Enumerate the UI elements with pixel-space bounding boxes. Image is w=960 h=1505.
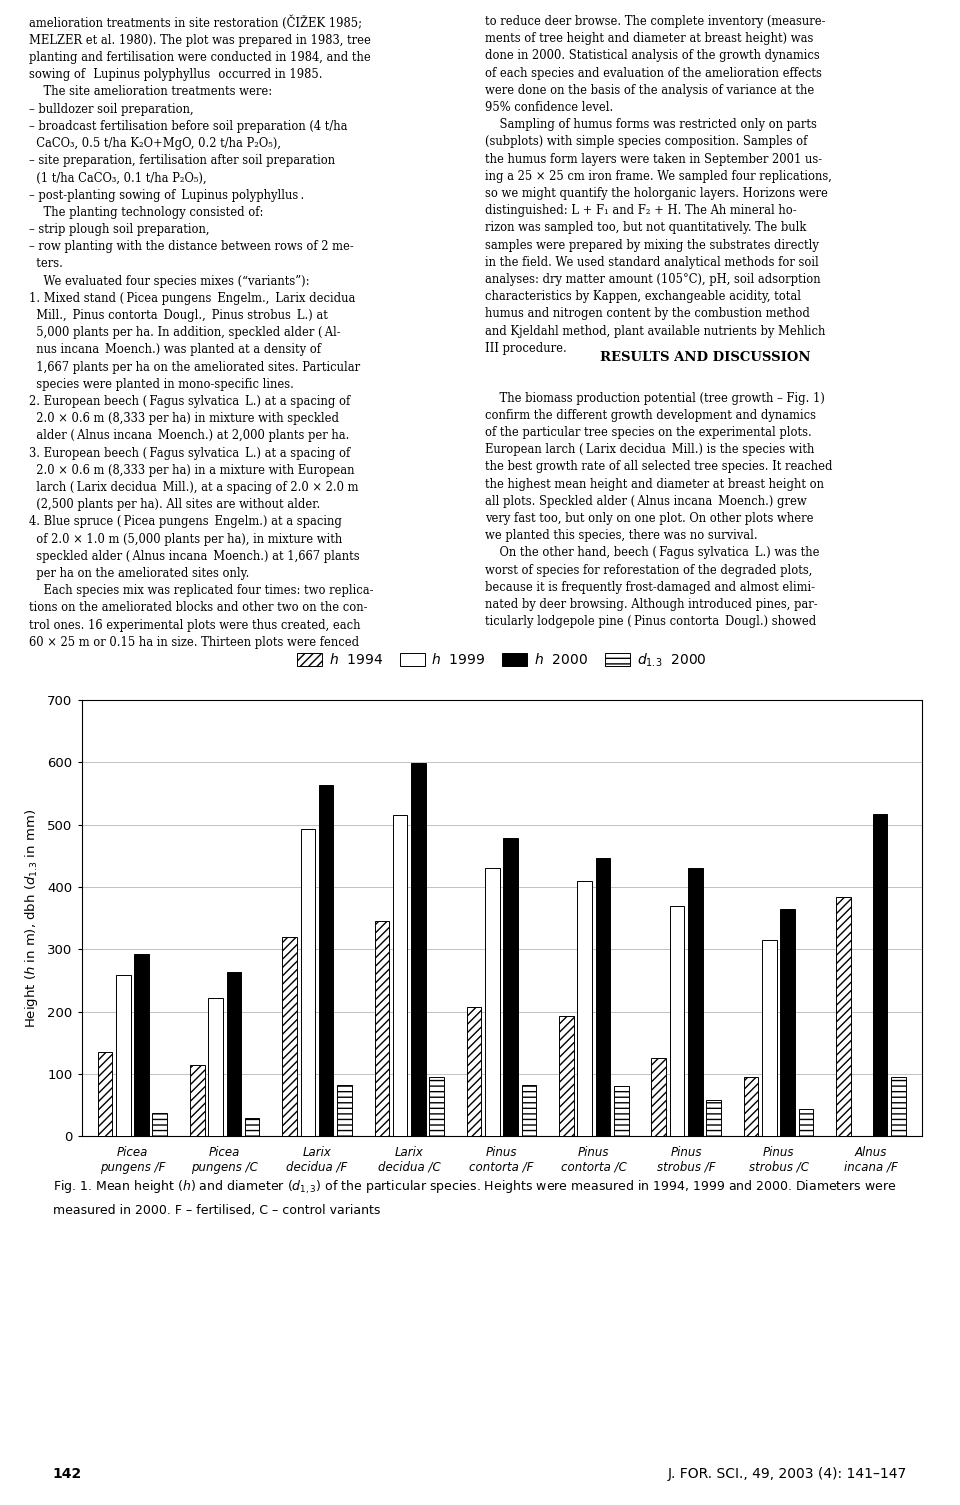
Bar xyxy=(485,868,500,1136)
Text: RESULTS AND DISCUSSION: RESULTS AND DISCUSSION xyxy=(600,351,811,364)
Bar xyxy=(429,1078,444,1136)
Bar xyxy=(799,1109,813,1136)
Text: J. FOR. SCI., 49, 2003 (4): 141–147: J. FOR. SCI., 49, 2003 (4): 141–147 xyxy=(668,1467,907,1481)
Bar xyxy=(98,1052,112,1136)
Bar xyxy=(891,1078,905,1136)
Text: to reduce deer browse. The complete inventory (measure-
ments of tree height and: to reduce deer browse. The complete inve… xyxy=(485,15,831,355)
Bar xyxy=(614,1087,629,1136)
Bar xyxy=(300,829,315,1136)
Bar xyxy=(707,1100,721,1136)
Bar xyxy=(578,880,592,1136)
Bar xyxy=(688,868,703,1136)
Bar xyxy=(282,936,297,1136)
Bar xyxy=(319,786,333,1136)
Bar xyxy=(190,1064,204,1136)
Y-axis label: Height ($h$ in m), dbh ($d_{1.3}$ in mm): Height ($h$ in m), dbh ($d_{1.3}$ in mm) xyxy=(23,808,40,1028)
Bar xyxy=(245,1118,259,1136)
Text: Fig. 1. Mean height ($h$) and diameter ($d_{1,3}$) of the particular species. He: Fig. 1. Mean height ($h$) and diameter (… xyxy=(53,1178,897,1195)
Bar xyxy=(670,906,684,1136)
Bar xyxy=(744,1078,758,1136)
Text: The biomass production potential (tree growth – Fig. 1)
confirm the different gr: The biomass production potential (tree g… xyxy=(485,391,832,628)
Bar xyxy=(762,939,777,1136)
Bar xyxy=(503,838,518,1136)
Bar xyxy=(393,816,407,1136)
Bar xyxy=(780,909,795,1136)
Bar xyxy=(521,1085,537,1136)
Bar xyxy=(337,1085,351,1136)
Bar xyxy=(836,897,851,1136)
Bar xyxy=(652,1058,666,1136)
Bar xyxy=(374,921,389,1136)
Bar xyxy=(596,858,611,1136)
Text: 142: 142 xyxy=(53,1467,82,1481)
Bar xyxy=(134,954,149,1136)
Bar xyxy=(153,1112,167,1136)
Bar xyxy=(467,1007,482,1136)
Bar xyxy=(559,1016,574,1136)
Legend: $h$  1994, $h$  1999, $h$  2000, $d_{1.3}$  2000: $h$ 1994, $h$ 1999, $h$ 2000, $d_{1.3}$ … xyxy=(291,646,712,674)
Bar xyxy=(873,814,887,1136)
Bar xyxy=(227,972,241,1136)
Bar xyxy=(208,998,223,1136)
Bar xyxy=(411,763,425,1136)
Text: amelioration treatments in site restoration (ČIŽEK 1985;
MELZER et al. 1980). Th: amelioration treatments in site restorat… xyxy=(29,15,373,649)
Text: measured in 2000. F – fertilised, C – control variants: measured in 2000. F – fertilised, C – co… xyxy=(53,1204,380,1218)
Bar xyxy=(116,975,131,1136)
